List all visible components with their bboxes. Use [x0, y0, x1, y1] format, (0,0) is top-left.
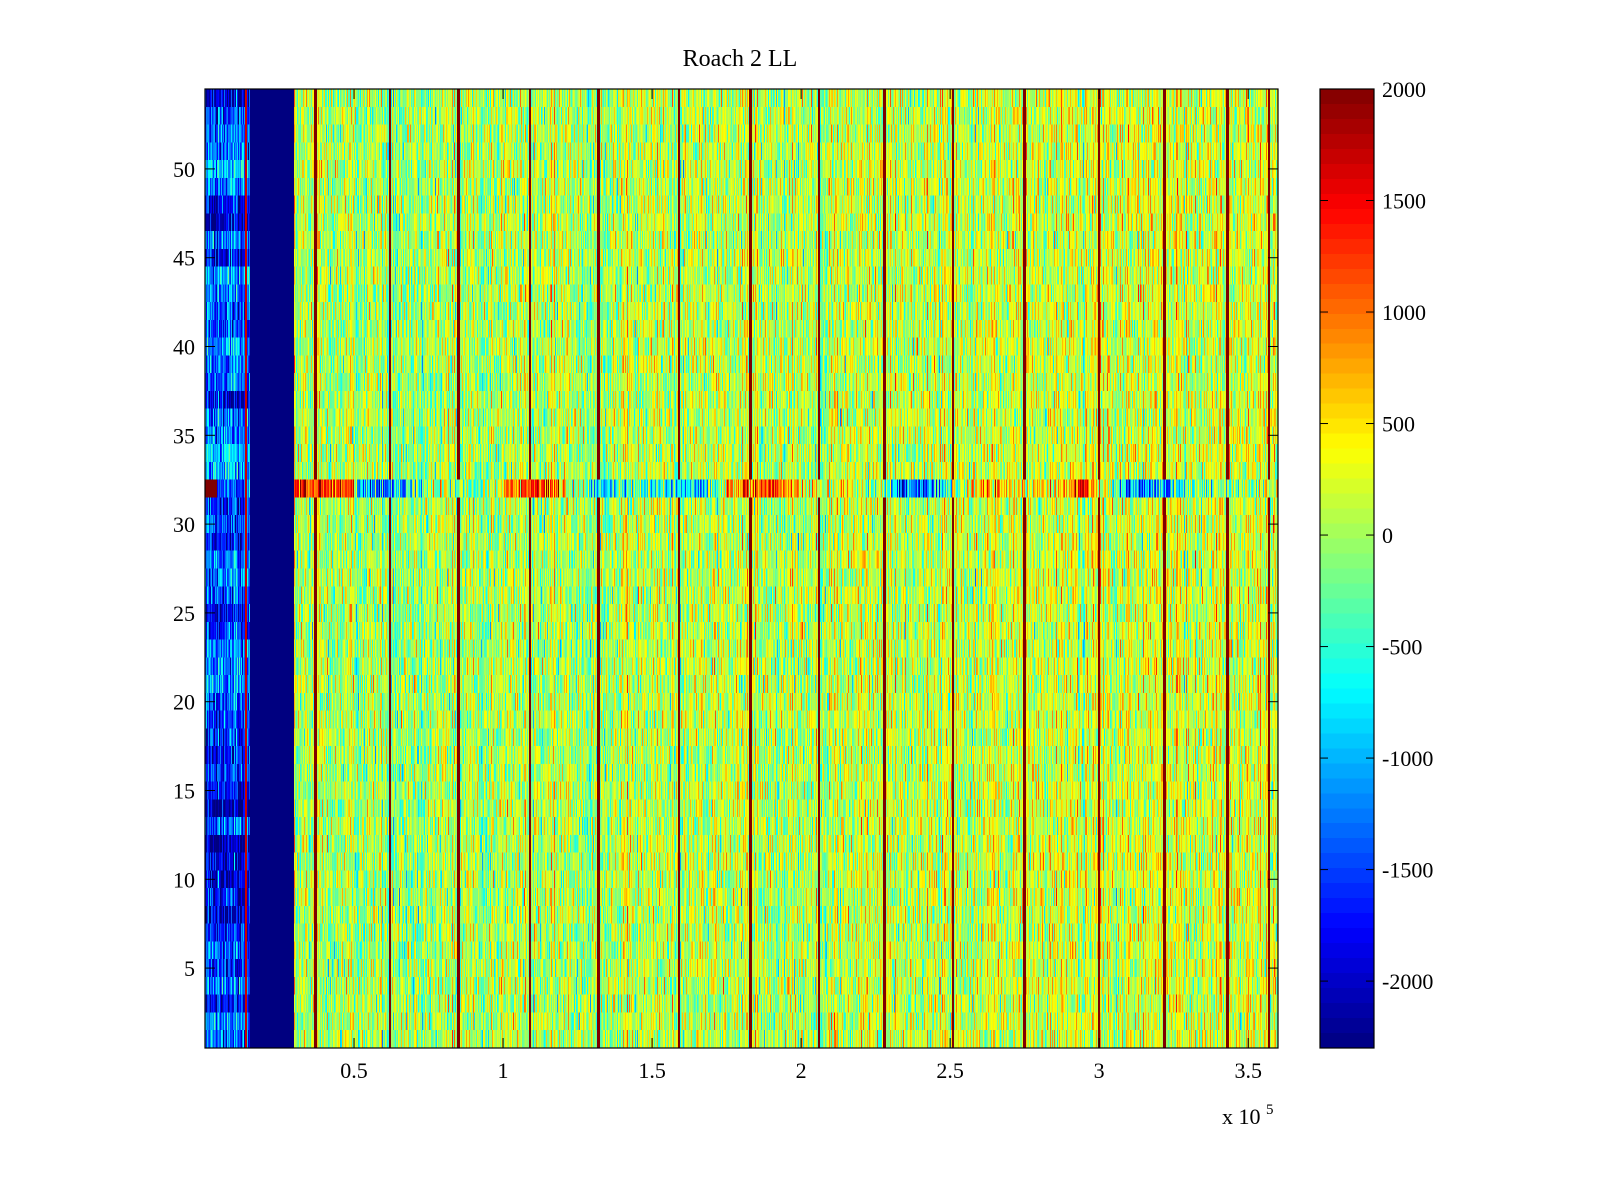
x-tick-label: 0.5: [340, 1058, 368, 1083]
y-tick-label: 50: [173, 157, 195, 182]
y-tick-label: 10: [173, 867, 195, 892]
colorbar-tick-label: 1500: [1382, 189, 1426, 214]
colorbar-image: [1320, 89, 1374, 1048]
chart-title: Roach 2 LL: [683, 46, 798, 72]
x-tick-label: 2.5: [936, 1058, 964, 1083]
y-tick-label: 20: [173, 690, 195, 715]
x-tick-label: 3: [1094, 1058, 1105, 1083]
x-axis-multiplier-base: x 10: [1222, 1104, 1261, 1129]
x-axis-multiplier: x 10 5: [1222, 1102, 1274, 1129]
x-tick-label: 3.5: [1234, 1058, 1262, 1083]
y-axis: 5 10 15 20 25 30 35 40 45 50: [173, 157, 1278, 981]
y-tick-label: 35: [173, 423, 195, 448]
colorbar-tick-label: -500: [1382, 635, 1422, 660]
colorbar-tick-label: -2000: [1382, 969, 1433, 994]
colorbar-tick-label: -1000: [1382, 746, 1433, 771]
colorbar-tick-label: -1500: [1382, 858, 1433, 883]
colorbar: 2000 1500 1000 500 0 -500 -1000 -1500 -2000: [1319, 77, 1433, 1049]
y-tick-label: 30: [173, 512, 195, 537]
heatmap-plot-area: [204, 88, 1279, 1049]
colorbar-tick-label: 500: [1382, 412, 1415, 437]
colorbar-tick-label: 1000: [1382, 300, 1426, 325]
x-axis: 0.5 1 1.5 2 2.5 3 3.5: [340, 89, 1262, 1083]
heatmap-image: [205, 89, 1278, 1048]
y-tick-label: 15: [173, 778, 195, 803]
x-axis-multiplier-exponent: 5: [1266, 1102, 1274, 1118]
y-tick-label: 5: [184, 956, 195, 981]
x-tick-label: 1.5: [638, 1058, 666, 1083]
y-tick-label: 40: [173, 335, 195, 360]
colorbar-tick-label: 2000: [1382, 77, 1426, 102]
colorbar-ticks: 2000 1500 1000 500 0 -500 -1000 -1500 -2000: [1320, 77, 1433, 994]
colorbar-tick-label: 0: [1382, 523, 1393, 548]
plot-frame: [204, 88, 1279, 1049]
x-tick-label: 2: [796, 1058, 807, 1083]
colorbar-frame: [1319, 88, 1375, 1049]
y-tick-label: 45: [173, 246, 195, 271]
x-tick-label: 1: [498, 1058, 509, 1083]
y-tick-label: 25: [173, 601, 195, 626]
